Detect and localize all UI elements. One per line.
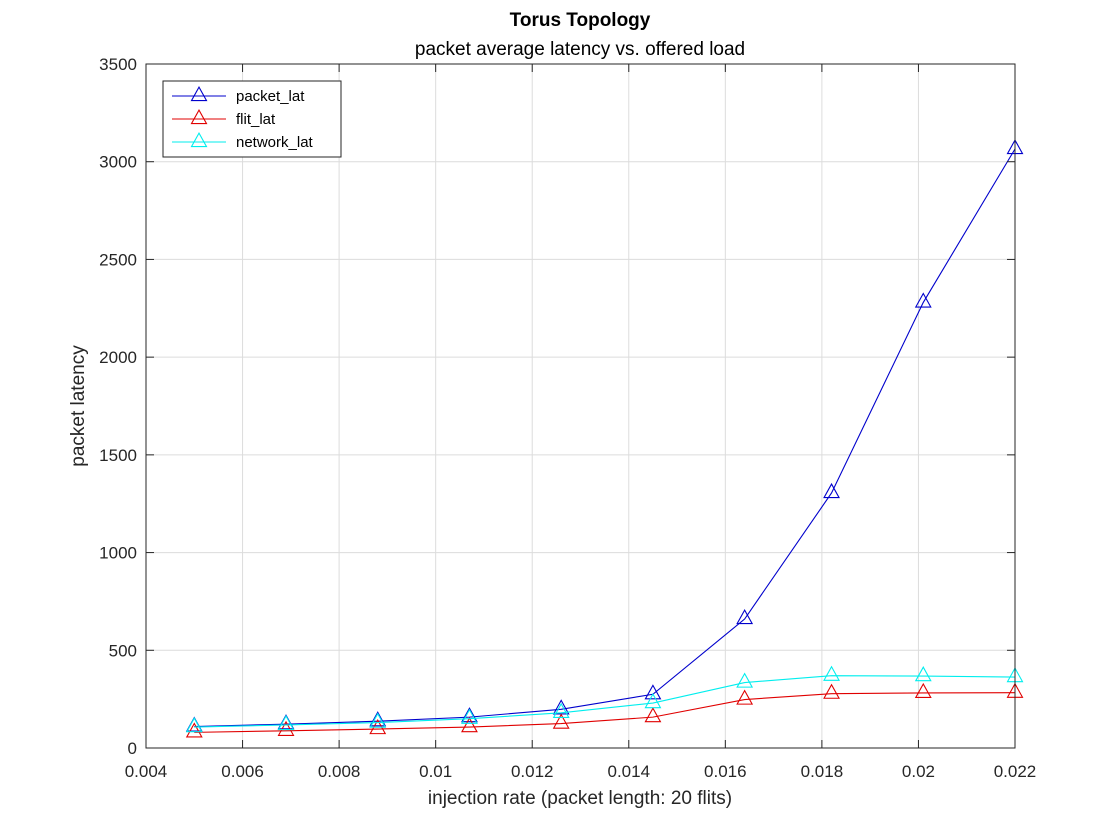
ticks: 0.004 0.006 0.008 0.01 0.012 0.014 0.016 0.018 0… [99, 55, 1036, 781]
data-point-marker [914, 292, 932, 308]
x-tick-label: 0.012 [511, 762, 554, 781]
data-point-marker [644, 707, 662, 723]
y-axis-label: packet latency [68, 345, 89, 467]
y-tick-label: 3500 [99, 55, 137, 74]
data-point-marker [736, 689, 754, 705]
series-line [194, 148, 1016, 728]
data-point-marker [277, 714, 295, 731]
chart-subtitle: packet average latency vs. offered load [415, 39, 745, 60]
data-point-marker [823, 665, 840, 681]
x-tick-label: 0.014 [608, 762, 651, 781]
legend-label: packet_lat [236, 88, 305, 105]
series-line [194, 692, 1016, 733]
legend-label: flit_lat [236, 111, 276, 128]
data-point-marker [552, 702, 570, 718]
data-point-marker [461, 708, 478, 724]
data-point-marker [369, 711, 387, 727]
y-tick-label: 1000 [99, 544, 137, 563]
x-tick-label: 0.016 [704, 762, 747, 781]
legend: packet_lat flit_lat network_lat [162, 80, 342, 158]
y-tick-label: 1500 [99, 446, 137, 465]
chart-title: Torus Topology [510, 10, 651, 31]
x-axis-label: injection rate (packet length: 20 flits) [428, 788, 732, 809]
data-point-marker [914, 682, 932, 699]
legend-entry: packet_lat [172, 85, 305, 105]
data-point-marker [277, 720, 295, 736]
legend-marker-sample [190, 85, 208, 102]
data-point-marker [644, 693, 662, 709]
y-tick-label: 500 [109, 641, 137, 660]
x-tick-label: 0.004 [125, 762, 168, 781]
legend-marker-sample [190, 131, 208, 148]
data-point-marker [185, 717, 203, 733]
series-layer [185, 138, 1024, 738]
data-point-marker [552, 713, 570, 729]
series-line [194, 675, 1016, 728]
y-tick-label: 0 [128, 739, 137, 758]
legend-marker-sample [190, 108, 208, 125]
x-tick-label: 0.006 [221, 762, 264, 781]
y-tick-label: 3000 [99, 153, 137, 172]
plot-frame [145, 63, 1016, 749]
legend-entry: flit_lat [172, 108, 276, 128]
legend-label: network_lat [236, 134, 314, 151]
data-point-marker [461, 717, 478, 733]
x-tick-label: 0.022 [994, 762, 1037, 781]
y-tick-label: 2000 [99, 348, 137, 367]
x-tick-label: 0.02 [902, 762, 935, 781]
data-point-marker [461, 707, 478, 723]
series-network_lat [185, 665, 1024, 733]
data-point-marker [736, 608, 754, 625]
y-tick-label: 2500 [99, 250, 137, 269]
series-flit_lat [185, 682, 1024, 738]
plot-area [146, 64, 1015, 748]
data-point-marker [823, 683, 840, 699]
data-point-marker [823, 482, 840, 499]
data-point-marker [185, 722, 203, 738]
data-point-marker [369, 712, 387, 728]
x-tick-label: 0.018 [801, 762, 844, 781]
data-point-marker [644, 684, 662, 700]
data-point-marker [914, 666, 932, 682]
x-tick-label: 0.01 [419, 762, 452, 781]
x-tick-label: 0.008 [318, 762, 361, 781]
data-point-marker [736, 672, 754, 688]
legend-entry: network_lat [172, 131, 314, 151]
